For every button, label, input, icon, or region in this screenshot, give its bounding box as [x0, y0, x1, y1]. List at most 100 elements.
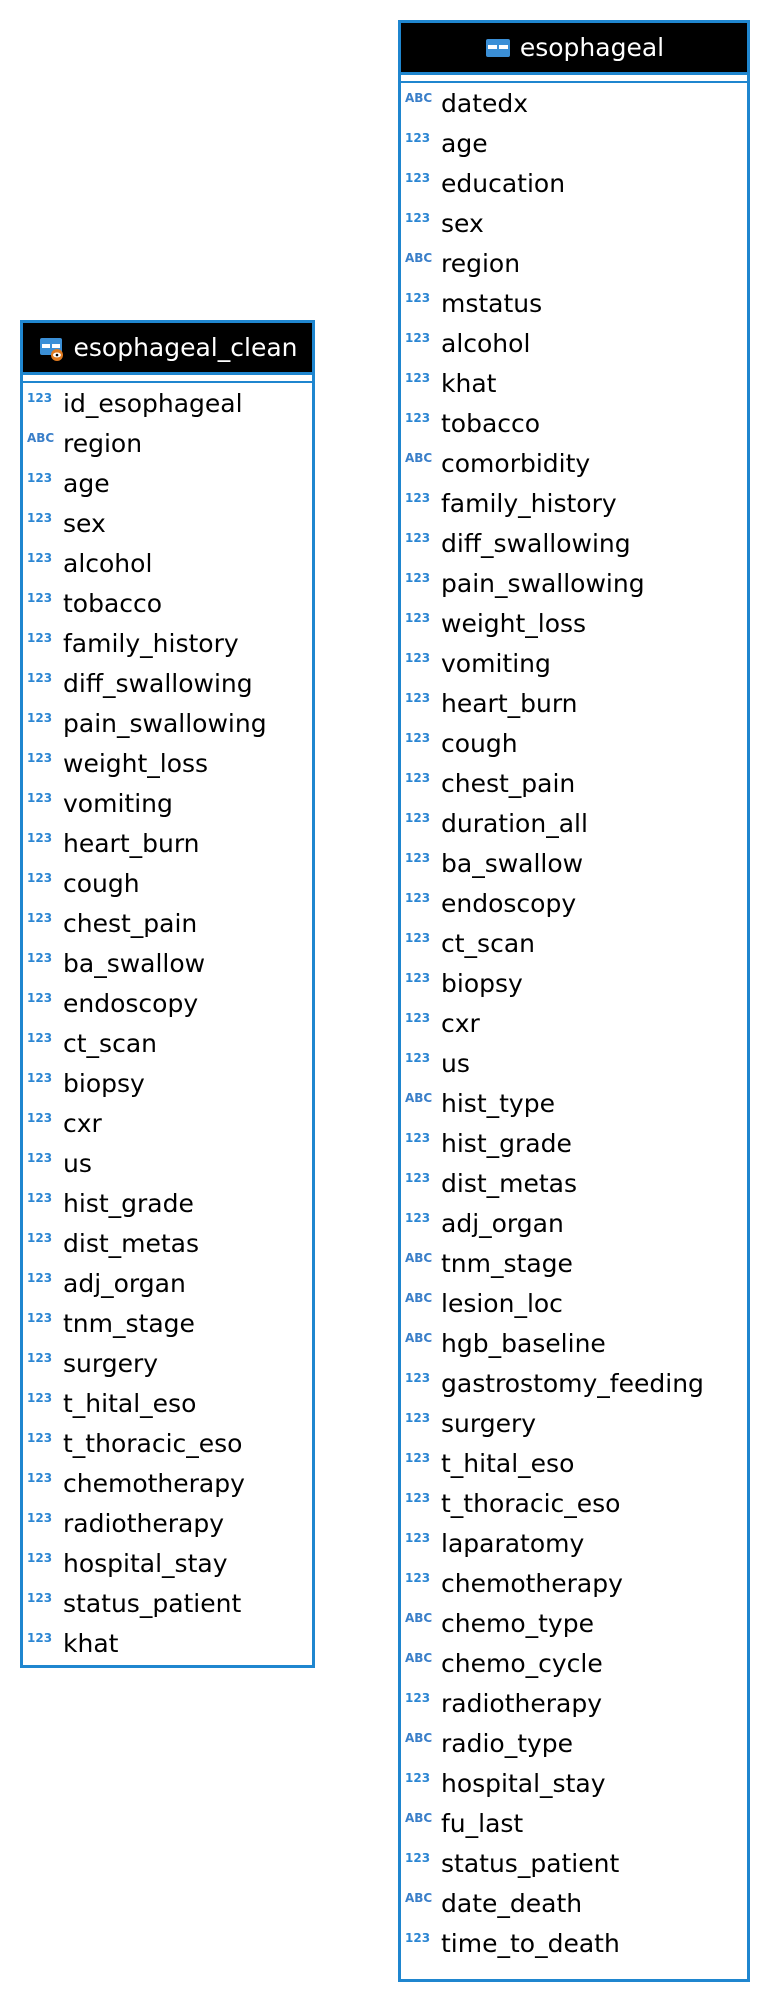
attribute-row[interactable]: ABC date_death — [401, 1883, 747, 1923]
attribute-row[interactable]: 123 hist_grade — [401, 1123, 747, 1163]
attribute-row[interactable]: ABC chemo_cycle — [401, 1643, 747, 1683]
attribute-row[interactable]: 123 biopsy — [23, 1063, 312, 1103]
entity-header[interactable]: esophageal_clean — [23, 323, 312, 375]
attribute-row[interactable]: 123 cough — [401, 723, 747, 763]
attribute-row[interactable]: 123 biopsy — [401, 963, 747, 1003]
attribute-name: lesion_loc — [441, 1288, 563, 1318]
attribute-row[interactable]: 123 gastrostomy_feeding — [401, 1363, 747, 1403]
attribute-row[interactable]: 123 age — [23, 463, 312, 503]
attribute-row[interactable]: 123 chemotherapy — [23, 1463, 312, 1503]
attribute-row[interactable]: 123 hospital_stay — [23, 1543, 312, 1583]
attribute-row[interactable]: 123 age — [401, 123, 747, 163]
attribute-row[interactable]: 123 weight_loss — [401, 603, 747, 643]
attribute-row[interactable]: 123 family_history — [401, 483, 747, 523]
attribute-row[interactable]: 123 endoscopy — [401, 883, 747, 923]
attribute-row[interactable]: 123 dist_metas — [23, 1223, 312, 1263]
attribute-row[interactable]: ABC hist_type — [401, 1083, 747, 1123]
attribute-row[interactable]: 123 t_hital_eso — [23, 1383, 312, 1423]
attribute-row[interactable]: 123 sex — [401, 203, 747, 243]
attribute-row[interactable]: ABC chemo_type — [401, 1603, 747, 1643]
numeric-type-icon: 123 — [405, 691, 431, 705]
attribute-row[interactable]: 123 radiotherapy — [23, 1503, 312, 1543]
attribute-row[interactable]: 123 endoscopy — [23, 983, 312, 1023]
attribute-name: vomiting — [441, 648, 551, 678]
attribute-row[interactable]: ABC lesion_loc — [401, 1283, 747, 1323]
attribute-row[interactable]: 123 t_thoracic_eso — [401, 1483, 747, 1523]
attribute-name: weight_loss — [63, 748, 209, 778]
attribute-row[interactable]: 123 adj_organ — [401, 1203, 747, 1243]
numeric-type-icon: 123 — [405, 611, 431, 625]
attribute-row[interactable]: 123 adj_organ — [23, 1263, 312, 1303]
attribute-row[interactable]: ABC tnm_stage — [401, 1243, 747, 1283]
attribute-row[interactable]: 123 dist_metas — [401, 1163, 747, 1203]
attribute-row[interactable]: 123 weight_loss — [23, 743, 312, 783]
attribute-row[interactable]: 123 diff_swallowing — [23, 663, 312, 703]
attribute-name: ba_swallow — [441, 848, 584, 878]
header-divider — [401, 75, 747, 83]
attribute-row[interactable]: 123 chemotherapy — [401, 1563, 747, 1603]
attribute-row[interactable]: 123 laparatomy — [401, 1523, 747, 1563]
attribute-row[interactable]: 123 t_thoracic_eso — [23, 1423, 312, 1463]
attribute-row[interactable]: 123 id_esophageal — [23, 383, 312, 423]
attribute-row[interactable]: 123 tobacco — [401, 403, 747, 443]
attribute-row[interactable]: 123 tnm_stage — [23, 1303, 312, 1343]
attribute-row[interactable]: 123 ba_swallow — [401, 843, 747, 883]
attribute-row[interactable]: 123 t_hital_eso — [401, 1443, 747, 1483]
attribute-row[interactable]: ABC region — [401, 243, 747, 283]
attribute-row[interactable]: ABC radio_type — [401, 1723, 747, 1763]
attribute-row[interactable]: 123 mstatus — [401, 283, 747, 323]
attribute-row[interactable]: 123 khat — [23, 1623, 312, 1663]
attribute-row[interactable]: 123 time_to_death — [401, 1923, 747, 1963]
attribute-row[interactable]: 123 duration_all — [401, 803, 747, 843]
attribute-row[interactable]: 123 cxr — [23, 1103, 312, 1143]
attribute-name: ba_swallow — [63, 948, 206, 978]
attribute-row[interactable]: 123 hospital_stay — [401, 1763, 747, 1803]
attribute-row[interactable]: 123 cough — [23, 863, 312, 903]
attribute-row[interactable]: 123 us — [401, 1043, 747, 1083]
attribute-row[interactable]: 123 pain_swallowing — [401, 563, 747, 603]
attribute-row[interactable]: ABC comorbidity — [401, 443, 747, 483]
attribute-row[interactable]: 123 heart_burn — [401, 683, 747, 723]
attribute-row[interactable]: 123 vomiting — [23, 783, 312, 823]
attribute-row[interactable]: 123 alcohol — [401, 323, 747, 363]
attribute-row[interactable]: 123 alcohol — [23, 543, 312, 583]
attribute-row[interactable]: 123 ct_scan — [23, 1023, 312, 1063]
attribute-row[interactable]: 123 sex — [23, 503, 312, 543]
numeric-type-icon: 123 — [405, 571, 431, 585]
numeric-type-icon: 123 — [27, 1351, 53, 1365]
attribute-row[interactable]: 123 ba_swallow — [23, 943, 312, 983]
attribute-row[interactable]: 123 education — [401, 163, 747, 203]
entity-header[interactable]: esophageal — [401, 23, 747, 75]
attribute-row[interactable]: 123 family_history — [23, 623, 312, 663]
attribute-row[interactable]: 123 heart_burn — [23, 823, 312, 863]
attribute-name: biopsy — [441, 968, 523, 998]
entity-esophageal-clean[interactable]: esophageal_clean 123 id_esophageal ABC regi… — [20, 320, 315, 1668]
numeric-type-icon: 123 — [27, 1111, 53, 1125]
attribute-row[interactable]: 123 khat — [401, 363, 747, 403]
attribute-row[interactable]: 123 diff_swallowing — [401, 523, 747, 563]
attribute-row[interactable]: 123 pain_swallowing — [23, 703, 312, 743]
entity-esophageal[interactable]: esophageal ABC datedx 123 age 123 education 12… — [398, 20, 750, 1982]
attribute-row[interactable]: ABC hgb_baseline — [401, 1323, 747, 1363]
attribute-name: dist_metas — [441, 1168, 578, 1198]
numeric-type-icon: 123 — [405, 1211, 431, 1225]
attribute-row[interactable]: 123 tobacco — [23, 583, 312, 623]
attribute-row[interactable]: 123 radiotherapy — [401, 1683, 747, 1723]
attribute-row[interactable]: 123 ct_scan — [401, 923, 747, 963]
attribute-row[interactable]: 123 chest_pain — [23, 903, 312, 943]
attribute-row[interactable]: 123 us — [23, 1143, 312, 1183]
attribute-row[interactable]: ABC region — [23, 423, 312, 463]
attribute-row[interactable]: 123 surgery — [401, 1403, 747, 1443]
numeric-type-icon: 123 — [27, 1271, 53, 1285]
attribute-name: khat — [441, 368, 497, 398]
attribute-row[interactable]: 123 surgery — [23, 1343, 312, 1383]
attribute-row[interactable]: ABC datedx — [401, 83, 747, 123]
attribute-row[interactable]: ABC fu_last — [401, 1803, 747, 1843]
attribute-name: cough — [441, 728, 518, 758]
attribute-row[interactable]: 123 hist_grade — [23, 1183, 312, 1223]
attribute-row[interactable]: 123 vomiting — [401, 643, 747, 683]
attribute-row[interactable]: 123 status_patient — [23, 1583, 312, 1623]
attribute-row[interactable]: 123 cxr — [401, 1003, 747, 1043]
attribute-row[interactable]: 123 status_patient — [401, 1843, 747, 1883]
attribute-row[interactable]: 123 chest_pain — [401, 763, 747, 803]
